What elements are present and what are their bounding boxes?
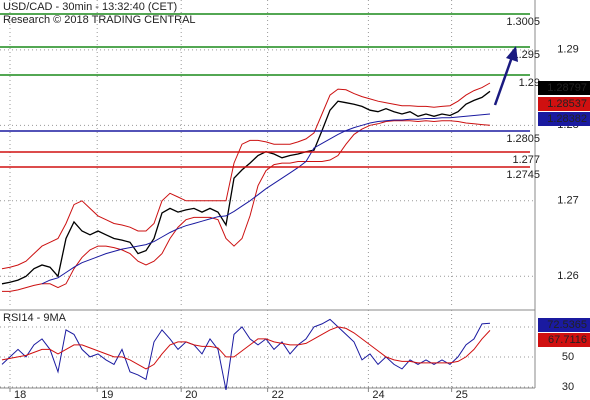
- level-label: 1.295: [512, 49, 540, 61]
- price-tag-label: 1.28382: [547, 113, 587, 125]
- y-tick-label: 1.29: [557, 44, 578, 56]
- price-tag: [538, 333, 590, 347]
- y-tick-label: 1.26: [557, 270, 578, 282]
- rsi-title: RSI14 - 9MA: [3, 312, 67, 324]
- x-tick-label: 25: [456, 389, 468, 400]
- series-line: [1, 326, 491, 370]
- chart-subtitle: Research © 2018 TRADING CENTRAL: [3, 14, 196, 26]
- forecast-arrow: [493, 56, 514, 106]
- price-tag: [538, 81, 590, 95]
- price-tag-label: 1.28537: [547, 98, 587, 110]
- y-tick-label: 30: [562, 381, 574, 393]
- y-tick-label: 1.27: [557, 195, 578, 207]
- x-tick-label: 20: [185, 389, 197, 400]
- price-tag-label: 67.7116: [548, 334, 587, 346]
- x-tick-label: 22: [272, 389, 284, 400]
- x-tick-label: 24: [372, 389, 384, 400]
- level-label: 1.2745: [506, 169, 540, 181]
- level-label: 1.277: [512, 154, 540, 166]
- series-line: [2, 120, 491, 292]
- price-tag-label: 1.28797: [547, 82, 587, 94]
- chart-title: USD/CAD - 30min - 13:32:40 (CET): [3, 1, 177, 13]
- level-label: 1.2805: [506, 133, 540, 145]
- level-label: 1.29: [519, 77, 540, 89]
- price-tag: [538, 97, 590, 111]
- price-tag: [538, 112, 590, 126]
- x-tick-label: 19: [101, 389, 113, 400]
- x-tick-label: 18: [14, 389, 26, 400]
- price-tag-label: 72.5365: [547, 319, 587, 331]
- series-line: [41, 113, 491, 285]
- level-label: 1.3005: [506, 16, 540, 28]
- forecast-arrow-head: [506, 46, 518, 62]
- y-tick-label: 50: [562, 351, 574, 363]
- series-line: [1, 82, 491, 270]
- price-tag: [538, 318, 590, 332]
